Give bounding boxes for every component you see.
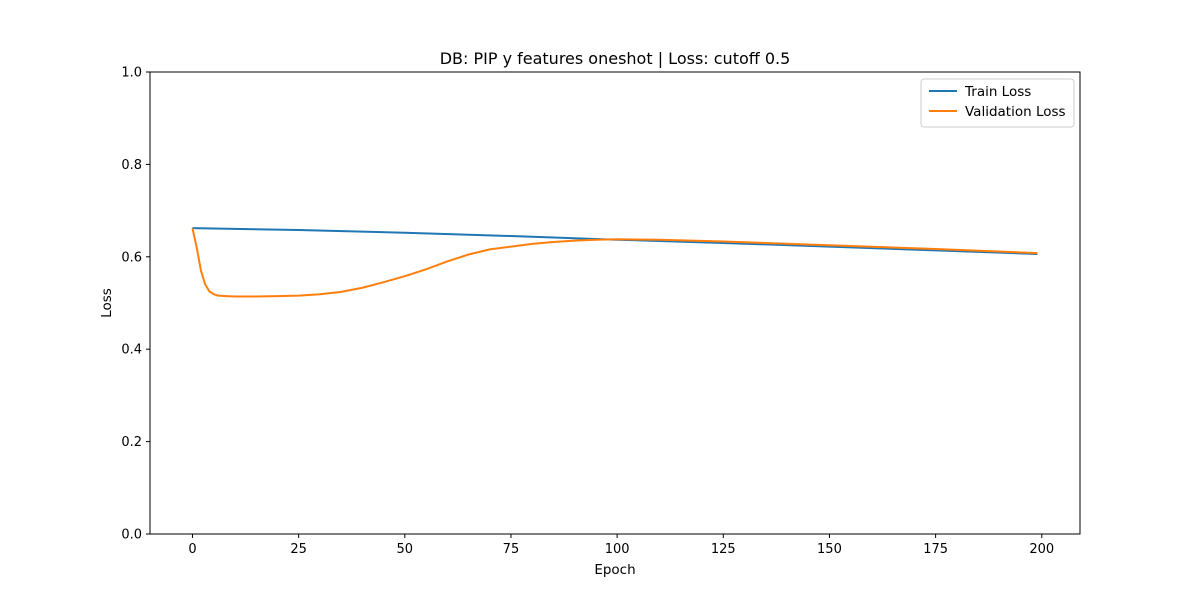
- validation-loss-line: [191, 227, 1038, 298]
- y-tick-label: 0.4: [121, 343, 142, 358]
- y-tick-label: 0.0: [121, 528, 142, 543]
- chart-title: DB: PIP y features oneshot | Loss: cutof…: [440, 49, 791, 68]
- x-tick-label: 200: [1029, 542, 1054, 557]
- legend: Train Loss Validation Loss: [920, 78, 1075, 128]
- plot-area: [150, 72, 1080, 534]
- y-axis-label: Loss: [99, 288, 115, 318]
- legend-box: [920, 78, 1075, 128]
- x-tick-label: 150: [817, 542, 842, 557]
- y-tick-label: 0.2: [121, 435, 142, 450]
- x-tick-label: 75: [503, 542, 520, 557]
- x-tick-label: 125: [711, 542, 736, 557]
- x-ticks: 0 25 50 75 100 125 150 175 200: [188, 534, 1054, 557]
- x-tick-label: 25: [290, 542, 307, 557]
- legend-label-train-loss: Train Loss: [964, 84, 1031, 100]
- plot-frame: [149, 71, 1081, 535]
- y-tick-label: 0.6: [121, 250, 142, 265]
- x-tick-label: 50: [397, 542, 414, 557]
- x-axis-label: Epoch: [594, 562, 635, 578]
- x-tick-label: 175: [923, 542, 948, 557]
- y-tick-label: 0.8: [121, 158, 142, 173]
- x-tick-label: 100: [605, 542, 630, 557]
- y-ticks: 0.0 0.2 0.4 0.6 0.8 1.0: [121, 66, 150, 543]
- x-tick-label: 0: [188, 542, 196, 557]
- series-layer: [191, 227, 1038, 298]
- y-tick-label: 1.0: [121, 66, 142, 81]
- legend-label-validation-loss: Validation Loss: [965, 104, 1066, 120]
